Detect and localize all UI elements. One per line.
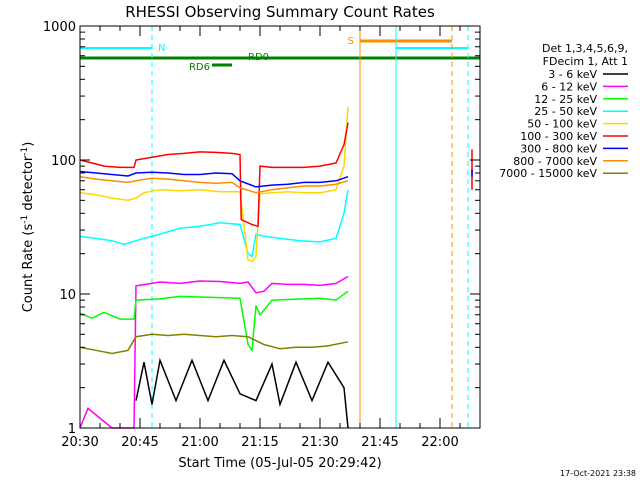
legend-label-8: 7000 - 15000 keV xyxy=(499,167,597,180)
y-tick-label-3: 1000 xyxy=(43,20,76,35)
x-axis-ticks: 20:30 20:45 21:00 21:15 21:30 21:45 22:00 xyxy=(61,26,481,450)
plot-frame xyxy=(79,25,481,429)
legend-label-3: 25 - 50 keV xyxy=(534,105,597,118)
series-line-7 xyxy=(79,175,349,194)
series-line-0 xyxy=(135,357,349,429)
x-tick-label-6: 22:00 xyxy=(421,435,458,450)
x-tick-label-5: 21:45 xyxy=(361,435,398,450)
x-axis-label: Start Time (05-Jul-05 20:29:42) xyxy=(178,456,381,471)
x-tick-label-1: 20:45 xyxy=(121,435,158,450)
legend-label-4: 50 - 100 keV xyxy=(527,118,597,131)
annotation-night: N xyxy=(158,43,165,54)
series-line-5 xyxy=(79,122,349,228)
legend-label-7: 800 - 7000 keV xyxy=(513,155,597,168)
footer-date: 17-Oct-2021 23:38 xyxy=(560,469,636,478)
y-axis-label: Count Rate (s-1 detector-1) xyxy=(20,142,36,313)
series-line-2 xyxy=(79,290,349,353)
legend-label-0: 3 - 6 keV xyxy=(548,68,597,81)
x-tick-label-0: 20:30 xyxy=(61,435,98,450)
x-tick-label-4: 21:30 xyxy=(301,435,338,450)
chart-title: RHESSI Observing Summary Count Rates xyxy=(125,3,435,21)
legend-header-line-2: FDecim 1, Att 1 xyxy=(543,55,628,68)
y-axis-ticks: 1 10 100 1000 xyxy=(43,20,480,437)
annotation-rd0: RD0 xyxy=(248,52,269,63)
legend: Det 1,3,4,5,6,9, FDecim 1, Att 1 3 - 6 k… xyxy=(499,42,628,180)
y-tick-label-1: 10 xyxy=(59,288,76,303)
plot-area: N S RD0 RD6 xyxy=(79,26,480,429)
annotation-saa: S xyxy=(348,36,354,47)
legend-label-6: 300 - 800 keV xyxy=(520,142,597,155)
legend-label-5: 100 - 300 keV xyxy=(520,130,597,143)
legend-label-2: 12 - 25 keV xyxy=(534,93,597,106)
legend-header-line-1: Det 1,3,4,5,6,9, xyxy=(542,42,628,55)
legend-label-1: 6 - 12 keV xyxy=(541,80,597,93)
annotation-rd6: RD6 xyxy=(189,62,210,73)
y-tick-label-2: 100 xyxy=(51,154,76,169)
y-tick-label-0: 1 xyxy=(68,422,76,437)
series-line-4 xyxy=(79,106,349,263)
series-line-8 xyxy=(79,333,349,355)
x-tick-label-3: 21:15 xyxy=(241,435,278,450)
series-line-6 xyxy=(79,170,349,188)
x-tick-label-2: 21:00 xyxy=(181,435,218,450)
series-line-3 xyxy=(79,189,349,258)
